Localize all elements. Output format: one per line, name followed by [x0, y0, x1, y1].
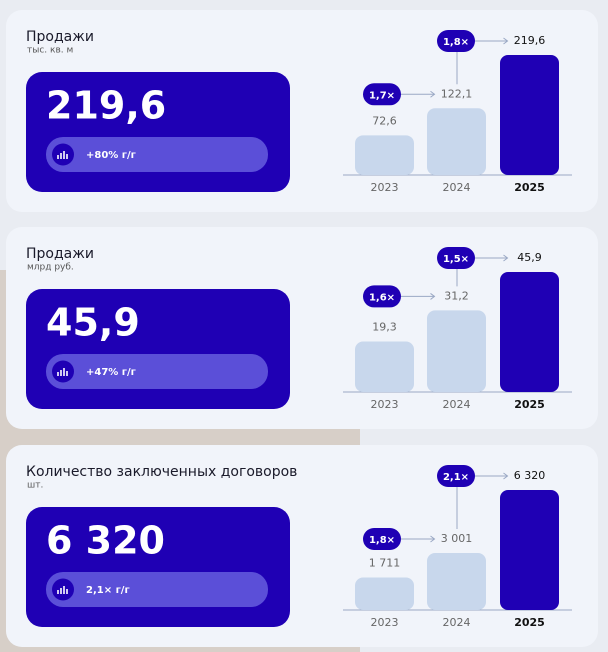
annotation-pill [363, 83, 401, 106]
annotation-text: 2,1× [443, 472, 469, 483]
value-label: 3 001 [441, 532, 473, 545]
value-label: 72,6 [372, 114, 397, 127]
change-icon [52, 360, 74, 383]
annotation-arrowhead [430, 90, 436, 98]
bar [500, 490, 559, 610]
annotation-pill [437, 30, 475, 52]
panel-title: Продажи [26, 246, 94, 262]
x-tick-label: 2024 [443, 616, 471, 629]
change-text: +80% г/г [86, 150, 136, 161]
change-icon-glyph [57, 151, 68, 159]
bar [500, 272, 559, 392]
change-icon-glyph [57, 586, 68, 594]
panel-title: Количество заключенных договоров [26, 464, 297, 480]
annotation-arrowhead [430, 293, 436, 300]
bar [427, 108, 486, 175]
annotation-arrowhead [503, 37, 509, 45]
change-icon [52, 143, 74, 166]
bar [427, 310, 486, 392]
x-tick-label: 2025 [514, 616, 545, 629]
change-text: +47% г/г [86, 367, 136, 378]
annotation-text: 1,8× [369, 535, 395, 546]
bar [355, 577, 414, 610]
annotation-text: 1,7× [369, 90, 395, 101]
panel-title: Продажи [26, 29, 94, 45]
value-label: 6 320 [514, 469, 546, 482]
x-tick-label: 2024 [443, 181, 471, 194]
panel-subtitle: шт. [27, 481, 43, 491]
bar [355, 341, 414, 392]
headline-value: 45,9 [46, 301, 140, 345]
panel-subtitle: млрд руб. [27, 263, 74, 273]
headline-value: 6 320 [46, 519, 165, 563]
x-tick-label: 2025 [514, 398, 545, 411]
value-label: 1 711 [369, 557, 401, 570]
x-tick-label: 2023 [371, 398, 399, 411]
x-tick-label: 2023 [371, 181, 399, 194]
annotation-text: 1,6× [369, 292, 395, 303]
value-label: 31,2 [444, 289, 469, 302]
annotation-arrowhead [503, 472, 509, 480]
change-pill [46, 354, 268, 389]
value-label: 19,3 [372, 321, 397, 334]
x-tick-label: 2025 [514, 181, 545, 194]
value-label: 219,6 [514, 34, 546, 47]
annotation-text: 1,8× [443, 37, 469, 48]
change-icon [52, 578, 74, 601]
annotation-arrowhead [503, 254, 509, 262]
x-tick-label: 2024 [443, 398, 471, 411]
value-label: 122,1 [441, 87, 473, 100]
panel-subtitle: тыс. кв. м [27, 46, 73, 56]
change-icon-glyph [57, 368, 68, 376]
bar [427, 553, 486, 610]
annotation-pill [363, 285, 401, 308]
annotation-arrowhead [430, 535, 436, 543]
change-text: 2,1× г/г [86, 585, 130, 596]
bar [355, 135, 414, 175]
change-pill [46, 572, 268, 607]
x-tick-label: 2023 [371, 616, 399, 629]
annotation-text: 1,5× [443, 254, 469, 265]
bar [500, 55, 559, 175]
value-label: 45,9 [517, 251, 542, 264]
annotation-pill [363, 528, 401, 551]
headline-value: 219,6 [46, 84, 166, 128]
annotation-pill [437, 465, 475, 487]
annotation-pill [437, 247, 475, 269]
change-pill [46, 137, 268, 172]
